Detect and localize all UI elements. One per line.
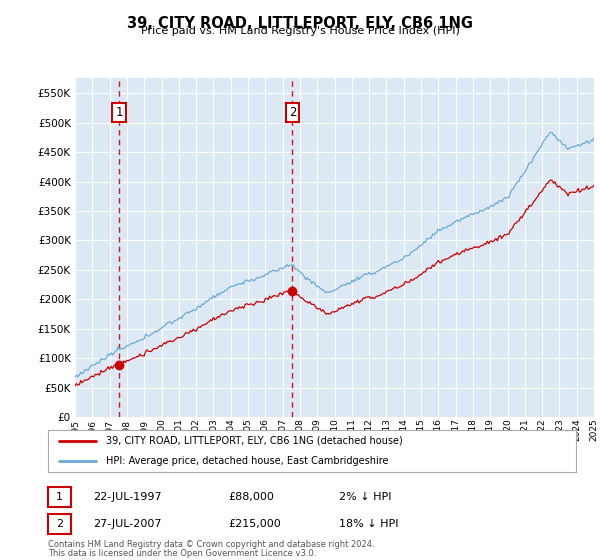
Text: HPI: Average price, detached house, East Cambridgeshire: HPI: Average price, detached house, East…	[106, 456, 389, 466]
Text: Price paid vs. HM Land Registry's House Price Index (HPI): Price paid vs. HM Land Registry's House …	[140, 26, 460, 36]
Text: 2% ↓ HPI: 2% ↓ HPI	[339, 492, 391, 502]
Text: £215,000: £215,000	[228, 519, 281, 529]
Text: Contains HM Land Registry data © Crown copyright and database right 2024.: Contains HM Land Registry data © Crown c…	[48, 540, 374, 549]
Text: 1: 1	[115, 106, 123, 119]
Text: 39, CITY ROAD, LITTLEPORT, ELY, CB6 1NG (detached house): 39, CITY ROAD, LITTLEPORT, ELY, CB6 1NG …	[106, 436, 403, 446]
Text: £88,000: £88,000	[228, 492, 274, 502]
Text: 1: 1	[56, 492, 63, 502]
Text: 22-JUL-1997: 22-JUL-1997	[93, 492, 161, 502]
Text: This data is licensed under the Open Government Licence v3.0.: This data is licensed under the Open Gov…	[48, 549, 316, 558]
Text: 2: 2	[289, 106, 296, 119]
Text: 39, CITY ROAD, LITTLEPORT, ELY, CB6 1NG: 39, CITY ROAD, LITTLEPORT, ELY, CB6 1NG	[127, 16, 473, 31]
Text: 2: 2	[56, 519, 63, 529]
Text: 18% ↓ HPI: 18% ↓ HPI	[339, 519, 398, 529]
Text: 27-JUL-2007: 27-JUL-2007	[93, 519, 161, 529]
